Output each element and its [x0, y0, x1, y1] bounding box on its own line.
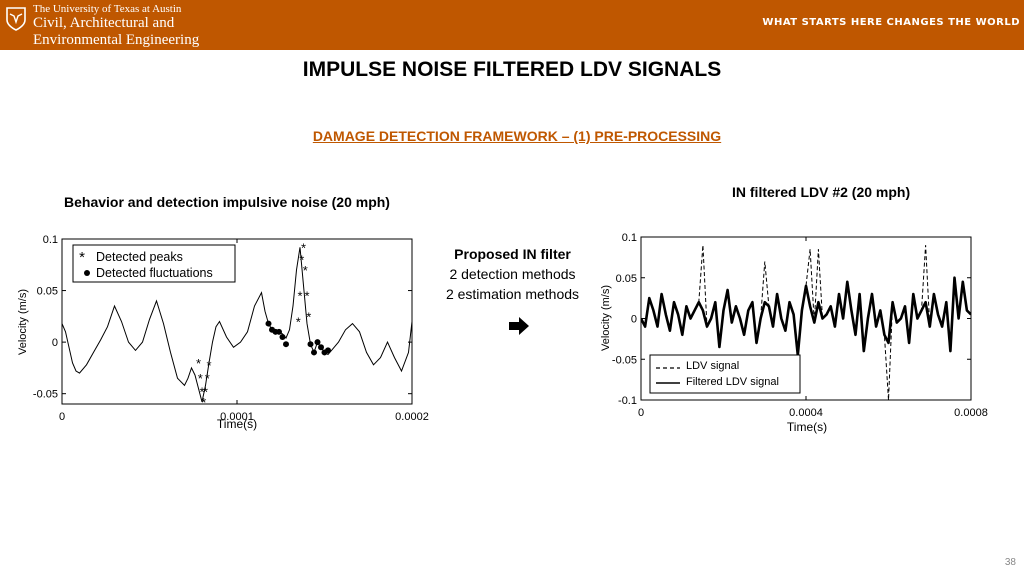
detected-fluctuation-marker: [276, 328, 282, 335]
department-name-line1: Civil, Architectural and: [33, 15, 175, 31]
detected-peak-marker: *: [201, 395, 206, 410]
legend-box: [72, 244, 236, 283]
y-tick-label: -0.05: [33, 389, 58, 401]
filter-detection-methods: 2 detection methods: [449, 266, 576, 282]
detected-fluctuation-marker: [279, 333, 286, 340]
x-tick-label: 0: [59, 411, 65, 423]
filter-estimation-methods: 2 estimation methods: [445, 286, 580, 302]
detected-fluctuation-marker: [283, 341, 289, 348]
y-axis-label: Velocity (m/s): [600, 285, 612, 351]
y-tick-label: -0.1: [618, 395, 637, 407]
university-name: The University of Texas at Austin: [33, 3, 182, 15]
series-layer: [641, 245, 971, 400]
y-tick-label: 0: [631, 314, 637, 326]
department-name-line2: Environmental Engineering: [33, 32, 200, 48]
y-axis-ticks: -0.1 -0.05 0 0.05 0.1: [612, 232, 971, 407]
detected-fluctuation-marker: [311, 349, 317, 356]
x-tick-label: 0: [638, 407, 644, 419]
longhorn-shield-icon: [6, 7, 26, 31]
series-line-0: [62, 247, 412, 403]
legend: * Detected peaks Detected fluctuations: [72, 244, 236, 283]
x-tick-label: 0.0001: [220, 411, 254, 423]
legend-peaks-label: Detected peaks: [96, 250, 183, 264]
legend-fluctuations-symbol: [84, 270, 90, 276]
detected-peak-marker: *: [304, 289, 309, 304]
detected-fluctuation-marker: [314, 339, 321, 346]
slide-title: IMPULSE NOISE FILTERED LDV SIGNALS: [302, 58, 722, 81]
slide-subtitle: DAMAGE DETECTION FRAMEWORK – (1) PRE-PRO…: [312, 128, 722, 144]
y-axis-label: Velocity (m/s): [17, 289, 29, 355]
detected-peak-marker: *: [206, 358, 211, 373]
detected-fluctuation-marker: [265, 320, 272, 327]
page-number: 38: [1004, 557, 1016, 568]
filter-description: Proposed IN filter 2 detection methods 2…: [430, 244, 595, 304]
legend-filtered-label: Filtered LDV signal: [686, 376, 779, 388]
legend: LDV signal Filtered LDV signal: [649, 354, 801, 394]
detected-peak-marker: *: [199, 385, 204, 400]
x-axis-label: Time(s): [217, 417, 257, 431]
y-tick-label: 0: [52, 337, 58, 349]
detected-fluctuation-marker: [318, 344, 324, 351]
y-tick-label: -0.05: [612, 354, 637, 366]
x-axis-ticks: 0 0.0004 0.0008: [638, 237, 988, 419]
x-tick-label: 0.0004: [789, 407, 823, 419]
header-bar: The University of Texas at Austin Civil,…: [0, 0, 1024, 50]
detected-peak-marker: *: [306, 309, 311, 324]
right-arrow-icon: [509, 317, 529, 335]
detected-fluctuation-marker: [307, 341, 314, 348]
y-tick-label: 0.1: [43, 234, 58, 246]
legend-ldv-label: LDV signal: [686, 360, 739, 372]
markers-layer: **************: [196, 240, 331, 410]
slogan: WHAT STARTS HERE CHANGES THE WORLD: [762, 17, 1020, 28]
department-logo-text: The University of Texas at Austin Civil,…: [33, 3, 199, 49]
filtered-ldv-chart: -0.1 -0.05 0 0.05 0.1 0 0.0004 0.0008 LDV sign…: [600, 232, 988, 434]
detected-fluctuation-marker: [325, 347, 331, 354]
y-tick-label: 0.05: [616, 273, 637, 285]
filter-heading: Proposed IN filter: [454, 246, 571, 262]
series-layer: [62, 247, 412, 403]
detected-peak-marker: *: [301, 240, 306, 255]
x-axis-label: Time(s): [787, 420, 827, 434]
series-line-1: [641, 276, 971, 357]
detected-peak-marker: *: [297, 289, 302, 304]
y-axis-ticks: -0.05 0 0.05 0.1: [33, 234, 412, 401]
legend-box: [649, 354, 801, 394]
legend-fluctuations-label: Detected fluctuations: [96, 266, 213, 280]
left-chart-title: Behavior and detection impulsive noise (…: [64, 194, 390, 210]
right-chart-title: IN filtered LDV #2 (20 mph): [732, 184, 911, 200]
y-tick-label: 0.1: [622, 232, 637, 244]
detected-peak-marker: *: [205, 371, 210, 386]
legend-peaks-symbol: *: [79, 249, 85, 266]
detected-peak-marker: *: [299, 253, 304, 268]
detected-peak-marker: *: [296, 315, 301, 330]
detected-peak-marker: *: [196, 356, 201, 371]
x-tick-label: 0.0008: [954, 407, 988, 419]
y-tick-label: 0.05: [37, 286, 58, 298]
detected-peak-marker: *: [198, 371, 203, 386]
detected-peak-marker: *: [303, 263, 308, 278]
x-axis-ticks: 0 0.0001 0.0002: [59, 239, 429, 423]
x-tick-label: 0.0002: [395, 411, 429, 423]
detected-peak-marker: *: [203, 385, 208, 400]
